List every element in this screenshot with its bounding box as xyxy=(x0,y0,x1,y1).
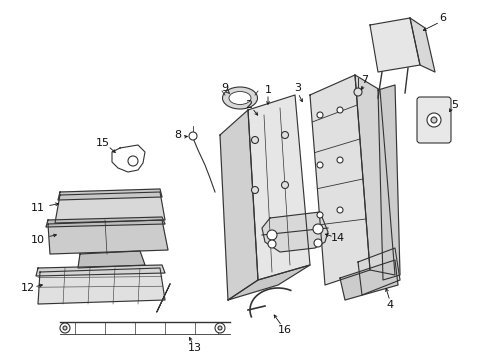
Text: 4: 4 xyxy=(386,300,393,310)
Circle shape xyxy=(60,323,70,333)
Text: 10: 10 xyxy=(31,235,45,245)
Circle shape xyxy=(316,162,323,168)
Text: 2: 2 xyxy=(245,100,252,110)
Circle shape xyxy=(353,88,361,96)
Polygon shape xyxy=(377,85,399,280)
Polygon shape xyxy=(220,110,258,300)
Text: 14: 14 xyxy=(330,233,345,243)
Circle shape xyxy=(430,117,436,123)
Polygon shape xyxy=(247,95,309,280)
Ellipse shape xyxy=(228,91,250,104)
Polygon shape xyxy=(78,251,145,268)
Text: 12: 12 xyxy=(21,283,35,293)
Circle shape xyxy=(218,326,222,330)
Circle shape xyxy=(251,186,258,194)
Circle shape xyxy=(251,136,258,144)
Circle shape xyxy=(316,212,323,218)
Circle shape xyxy=(426,113,440,127)
Circle shape xyxy=(63,326,67,330)
Polygon shape xyxy=(36,265,164,276)
Circle shape xyxy=(281,131,288,139)
Text: 16: 16 xyxy=(278,325,291,335)
Circle shape xyxy=(128,156,138,166)
Polygon shape xyxy=(409,18,434,72)
Polygon shape xyxy=(369,18,419,72)
Polygon shape xyxy=(357,248,399,295)
FancyBboxPatch shape xyxy=(416,97,450,143)
Circle shape xyxy=(316,112,323,118)
Text: 3: 3 xyxy=(294,83,301,93)
Polygon shape xyxy=(46,217,164,227)
Text: 7: 7 xyxy=(361,75,368,85)
Text: 6: 6 xyxy=(439,13,446,23)
Text: 1: 1 xyxy=(264,85,271,95)
Polygon shape xyxy=(48,220,168,254)
Polygon shape xyxy=(227,265,309,300)
Circle shape xyxy=(336,107,342,113)
Circle shape xyxy=(266,230,276,240)
Text: 9: 9 xyxy=(221,83,228,93)
Polygon shape xyxy=(55,192,164,223)
Circle shape xyxy=(215,323,224,333)
Circle shape xyxy=(336,207,342,213)
Text: 13: 13 xyxy=(187,343,202,353)
Circle shape xyxy=(336,157,342,163)
Text: 8: 8 xyxy=(174,130,181,140)
Polygon shape xyxy=(309,75,369,285)
Polygon shape xyxy=(339,260,397,300)
Circle shape xyxy=(189,132,197,140)
Circle shape xyxy=(313,239,321,247)
Circle shape xyxy=(312,224,323,234)
Circle shape xyxy=(267,240,275,248)
Polygon shape xyxy=(354,75,394,275)
Polygon shape xyxy=(38,268,164,304)
Polygon shape xyxy=(262,212,327,252)
Polygon shape xyxy=(58,189,162,200)
Text: 11: 11 xyxy=(31,203,45,213)
Circle shape xyxy=(281,181,288,189)
Text: 5: 5 xyxy=(450,100,458,110)
Ellipse shape xyxy=(222,87,257,109)
Text: 15: 15 xyxy=(96,138,110,148)
